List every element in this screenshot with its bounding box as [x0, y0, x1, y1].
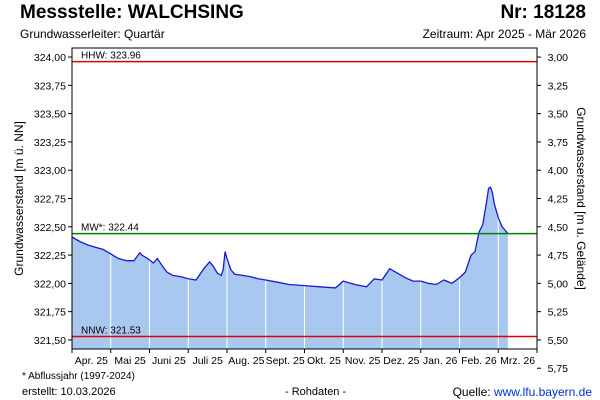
y2-tick-label: 3,25: [548, 80, 569, 92]
y2-tick-label: 4,00: [548, 165, 569, 177]
footnote-flow-year: * Abflussjahr (1997-2024): [22, 371, 135, 382]
source-prefix: Quelle:: [452, 385, 494, 399]
x-tick-label: Juni 25: [152, 355, 186, 367]
station-number: Nr: 18128: [500, 2, 586, 23]
y2-axis-title: Grundwasserstand [m u. Gelände]: [574, 107, 588, 290]
y2-tick-label: 3,75: [548, 137, 569, 149]
y-tick-label: 321,50: [34, 335, 66, 347]
station-title: Messstelle: WALCHSING: [20, 2, 244, 23]
x-tick-label: Feb. 26: [461, 355, 497, 367]
y-tick-label: 324,00: [34, 52, 66, 64]
y2-tick-label: 5,50: [548, 335, 569, 347]
y2-tick-label: 4,25: [548, 194, 569, 206]
y-axis-title: Grundwasserstand [m ü. NN]: [12, 121, 26, 276]
level-line: [71, 186, 509, 289]
x-tick-label: Mai 25: [114, 355, 146, 367]
y-tick-label: 322,50: [34, 222, 66, 234]
y2-tick-label: 5,75: [548, 363, 569, 375]
reference-label: HHW: 323.96: [81, 51, 141, 62]
x-tick-label: Juli 25: [192, 355, 223, 367]
y2-tick-label: 4,50: [548, 222, 569, 234]
source-link[interactable]: www.lfu.bayern.de: [493, 385, 592, 399]
y-tick-label: 321,75: [34, 307, 66, 319]
y2-tick-label: 3,50: [548, 109, 569, 121]
y-tick-label: 322,00: [34, 278, 66, 290]
aquifer-label: Grundwasserleiter: Quartär: [20, 27, 165, 41]
x-tick-label: Nov. 25: [345, 355, 381, 367]
x-tick-label: Mrz. 26: [500, 355, 535, 367]
reference-label: MW*: 322.44: [81, 223, 139, 234]
x-tick-label: Dez. 25: [383, 355, 419, 367]
x-tick-label: Jan. 26: [423, 355, 458, 367]
y-tick-label: 323,25: [34, 137, 66, 149]
x-tick-label: Aug. 25: [228, 355, 264, 367]
y-tick-label: 322,75: [34, 194, 66, 206]
y2-tick-label: 4,75: [548, 250, 569, 262]
level-area: [72, 187, 508, 349]
x-tick-label: Okt. 25: [307, 355, 341, 367]
x-tick-label: Sept. 25: [266, 355, 305, 367]
y-tick-label: 323,75: [34, 80, 66, 92]
raw-data-note: - Rohdaten -: [285, 386, 347, 398]
source-note: Quelle: www.lfu.bayern.de: [453, 385, 592, 399]
y2-tick-label: 5,25: [548, 307, 569, 319]
reference-label: NNW: 321.53: [81, 326, 141, 337]
period-label: Zeitraum: Apr 2025 - Mär 2026: [422, 27, 586, 41]
y-tick-label: 323,50: [34, 109, 66, 121]
x-tick-label: Apr. 25: [75, 355, 108, 367]
y-tick-label: 322,25: [34, 250, 66, 262]
y2-tick-label: 3,00: [548, 52, 569, 64]
created-date: erstellt: 10.03.2026: [22, 386, 116, 398]
y-tick-label: 323,00: [34, 165, 66, 177]
y2-tick-label: 5,00: [548, 278, 569, 290]
